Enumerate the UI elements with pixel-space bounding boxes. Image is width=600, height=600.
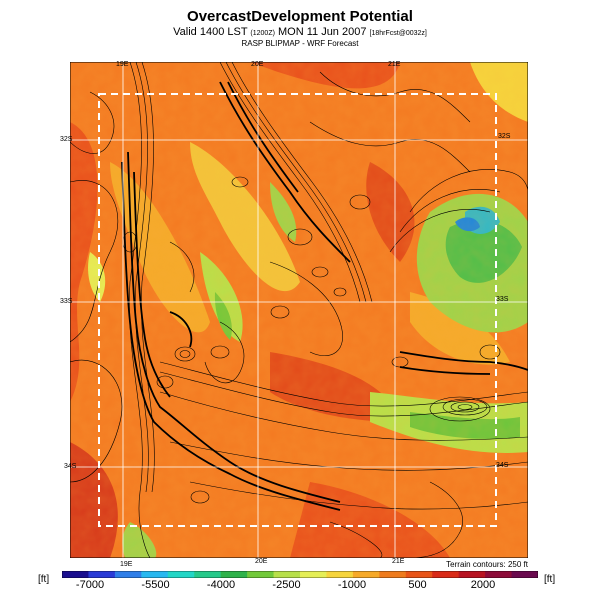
lon-label-bottom: 21E	[392, 558, 405, 565]
colorbar-label: -7000	[75, 579, 105, 591]
model-label: RASP BLIPMAP - WRF Forecast	[241, 39, 359, 48]
inner-domain-box	[98, 93, 497, 527]
lon-label-top: 19E	[116, 61, 129, 68]
colorbar-swatch	[432, 571, 460, 578]
colorbar-label: 2000	[470, 579, 496, 591]
colorbar-label: -4000	[206, 579, 236, 591]
colorbar-label: -1000	[337, 579, 367, 591]
colorbar	[62, 571, 538, 578]
colorbar-swatch	[273, 571, 301, 578]
colorbar-unit-right: [ft]	[544, 574, 556, 585]
colorbar-swatch	[167, 571, 195, 578]
colorbar-swatch	[194, 571, 222, 578]
colorbar-swatch	[326, 571, 354, 578]
lat-label-left: 33S	[60, 298, 73, 305]
utc-time: (1200Z)	[250, 30, 275, 37]
colorbar-label: 500	[408, 579, 427, 591]
graticule	[70, 62, 528, 558]
colorbar-label: -2500	[272, 579, 301, 591]
colorbar-swatch	[405, 571, 433, 578]
colorbar-swatch	[88, 571, 116, 578]
forecast-hours: [18hrFcst@0032z]	[369, 30, 427, 37]
lat-label-left: 32S	[60, 136, 73, 143]
colorbar-unit-left: [ft]	[38, 574, 50, 585]
terrain-contour-note: Terrain contours: 250 ft	[446, 560, 528, 569]
colorbar-swatch	[485, 571, 513, 578]
forecast-date: MON 11 Jun 2007	[278, 26, 367, 38]
colorbar-label: -5500	[141, 579, 170, 591]
colorbar-swatch	[141, 571, 169, 578]
forecast-map	[70, 62, 528, 558]
lon-label-top: 21E	[388, 61, 401, 68]
colorbar-swatch	[458, 571, 486, 578]
colorbar-swatch	[511, 571, 538, 578]
colorbar-swatch	[352, 571, 380, 578]
colorbar-swatch	[220, 571, 248, 578]
colorbar-swatch	[114, 571, 142, 578]
colorbar-swatch	[300, 571, 327, 578]
lat-label-right: 32S	[498, 133, 511, 140]
lat-label-right: 34S	[496, 462, 509, 469]
lon-label-bottom: 20E	[255, 558, 268, 565]
lat-label-right: 33S	[496, 296, 509, 303]
lon-label-bottom: 19E	[120, 561, 133, 568]
chart-title: OvercastDevelopment Potential	[187, 8, 413, 25]
lon-label-top: 20E	[251, 61, 264, 68]
colorbar-swatch	[247, 571, 275, 578]
chart-subtitle: Valid 1400 LST (1200Z) MON 11 Jun 2007 […	[0, 26, 600, 38]
valid-time: Valid 1400 LST	[173, 26, 248, 38]
lat-label-left: 34S	[64, 463, 77, 470]
colorbar-swatch	[379, 571, 407, 578]
colorbar-swatch	[62, 571, 89, 578]
